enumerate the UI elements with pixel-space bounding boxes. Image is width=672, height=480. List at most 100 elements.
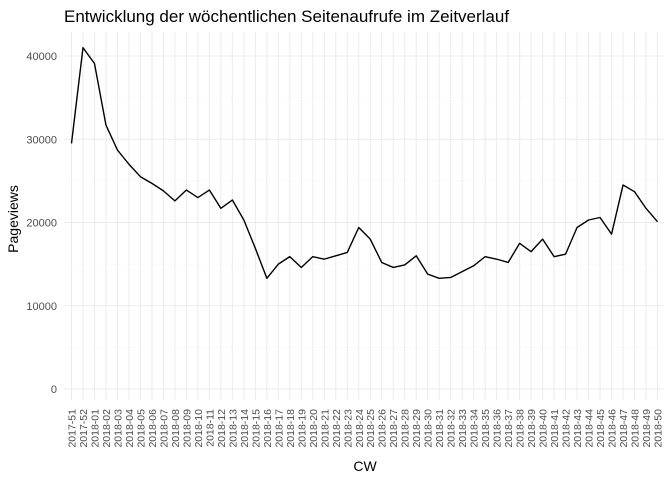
x-tick-label: 2018-25 (365, 409, 377, 448)
data-point (564, 253, 567, 256)
data-point (380, 261, 383, 264)
x-tick-label: 2018-47 (618, 409, 630, 448)
x-tick-label: 2018-10 (193, 409, 205, 448)
x-tick-label: 2018-37 (503, 409, 515, 448)
data-point (645, 207, 648, 210)
y-tick-label: 20000 (26, 218, 57, 230)
x-tick-label: 2018-33 (457, 409, 469, 448)
x-tick-label: 2018-32 (446, 409, 458, 448)
x-tick-label: 2018-20 (308, 409, 320, 448)
x-tick-label: 2018-45 (595, 409, 607, 448)
data-point (633, 190, 636, 193)
x-tick-label: 2018-22 (331, 409, 343, 448)
data-point (104, 124, 107, 127)
x-tick-label: 2018-19 (296, 409, 308, 448)
x-tick-label: 2018-11 (204, 409, 216, 447)
data-point (403, 263, 406, 266)
data-point (208, 189, 211, 192)
x-tick-label: 2017-52 (78, 409, 90, 448)
y-tick-label: 30000 (26, 134, 57, 146)
data-point (81, 46, 84, 49)
chart-title: Entwicklung der wöchentlichen Seitenaufr… (64, 7, 509, 26)
data-point (553, 255, 556, 258)
data-point (311, 255, 314, 258)
x-tick-label: 2018-01 (89, 409, 101, 448)
data-point (518, 242, 521, 245)
data-point (242, 219, 245, 222)
data-point (530, 250, 533, 253)
x-tick-label: 2018-28 (400, 409, 412, 448)
x-tick-label: 2018-29 (411, 409, 423, 448)
data-point (288, 255, 291, 258)
x-tick-label: 2018-24 (354, 409, 366, 448)
series-layer (70, 46, 659, 280)
data-point (472, 264, 475, 267)
x-tick-label: 2018-18 (285, 409, 297, 448)
x-tick-label: 2018-43 (572, 409, 584, 448)
data-point (219, 207, 222, 210)
x-tick-label: 2018-34 (469, 409, 481, 448)
x-tick-label: 2018-36 (492, 409, 504, 448)
x-tick-label: 2018-09 (181, 409, 193, 448)
data-point (610, 233, 613, 236)
data-point (656, 220, 659, 223)
x-tick-label: 2018-14 (239, 409, 251, 448)
x-tick-label: 2018-21 (319, 409, 331, 448)
y-axis-title: Pageviews (5, 185, 21, 253)
data-point (196, 196, 199, 199)
data-point (231, 199, 234, 202)
x-tick-label: 2018-30 (423, 409, 435, 448)
data-point (173, 199, 176, 202)
data-point (70, 142, 73, 145)
data-point (599, 216, 602, 219)
x-tick-label: 2017-51 (67, 409, 79, 448)
x-tick-label: 2018-16 (262, 409, 274, 448)
x-tick-label: 2018-15 (250, 409, 262, 448)
data-point (369, 238, 372, 241)
data-point (93, 62, 96, 65)
data-point (495, 258, 498, 261)
y-tick-label: 40000 (26, 51, 57, 63)
data-point (127, 163, 130, 166)
data-point (185, 189, 188, 192)
y-axis-ticks: 0 10000 20000 30000 40000 (26, 51, 57, 396)
x-tick-label: 2018-31 (434, 409, 446, 448)
x-tick-label: 2018-03 (112, 409, 124, 448)
data-point (334, 254, 337, 257)
y-tick-label: 0 (51, 384, 57, 396)
x-tick-label: 2018-06 (147, 409, 159, 448)
data-point (392, 266, 395, 269)
data-point (346, 251, 349, 254)
data-point (541, 238, 544, 241)
x-tick-label: 2018-41 (549, 409, 561, 448)
x-tick-label: 2018-07 (158, 409, 170, 448)
data-point (277, 263, 280, 266)
y-tick-label: 10000 (26, 301, 57, 313)
data-point (438, 277, 441, 280)
x-tick-label: 2018-39 (526, 409, 538, 448)
data-point (300, 266, 303, 269)
data-point (323, 258, 326, 261)
pageviews-line (70, 46, 659, 279)
data-point (484, 255, 487, 258)
data-point (622, 184, 625, 187)
x-tick-label: 2018-12 (216, 409, 228, 448)
x-tick-label: 2018-27 (388, 409, 400, 448)
x-axis-title: CW (353, 458, 377, 474)
data-point (139, 175, 142, 178)
data-point (357, 226, 360, 229)
x-tick-label: 2018-48 (630, 409, 642, 448)
data-point (265, 277, 268, 280)
data-point (461, 270, 464, 273)
grid-layer (64, 32, 664, 400)
data-point (587, 219, 590, 222)
data-point (415, 254, 418, 257)
data-point (507, 261, 510, 264)
x-tick-label: 2018-38 (515, 409, 527, 448)
x-tick-label: 2018-49 (641, 409, 653, 448)
x-tick-label: 2018-50 (653, 409, 665, 448)
data-point (150, 182, 153, 185)
x-tick-label: 2018-46 (607, 409, 619, 448)
